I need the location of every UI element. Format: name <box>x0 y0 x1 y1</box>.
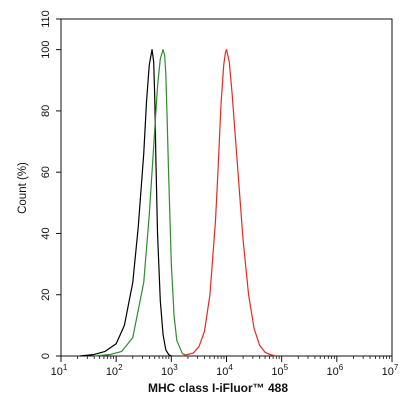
y-axis-title: Count (%) <box>17 162 29 214</box>
x-tick-base: 10 <box>271 366 283 378</box>
y-tick-label: 60 <box>40 166 52 178</box>
x-tick-base: 10 <box>106 366 118 378</box>
x-tick-base: 10 <box>161 366 173 378</box>
x-tick-exponent: 1 <box>63 363 68 372</box>
x-tick-exponent: 5 <box>284 363 289 372</box>
plot-frame <box>60 18 393 357</box>
x-tick-exponent: 2 <box>118 363 123 372</box>
y-tick-label: 40 <box>40 227 52 239</box>
y-tick-label: 100 <box>40 40 52 58</box>
x-tick-label: 105 <box>271 363 288 378</box>
x-tick-label: 107 <box>382 363 399 378</box>
x-tick-label: 106 <box>326 363 343 378</box>
x-tick-base: 10 <box>326 366 338 378</box>
x-tick-base: 10 <box>216 366 228 378</box>
x-tick-base: 10 <box>382 366 394 378</box>
series-line-3 <box>182 49 277 357</box>
series-line-1 <box>79 49 172 357</box>
x-tick-label: 102 <box>106 363 123 378</box>
x-axis-title: MHC class I-iFluor™ 488 <box>148 381 288 395</box>
y-tick-label: 20 <box>40 289 52 301</box>
x-tick-label: 104 <box>216 363 233 378</box>
x-tick-exponent: 4 <box>228 363 233 372</box>
y-tick-label: 80 <box>40 105 52 117</box>
x-axis-ticks: 101 102 103 104 105 106 107 <box>51 356 399 378</box>
y-tick-label: 110 <box>40 10 52 28</box>
x-tick-base: 10 <box>51 366 63 378</box>
x-tick-exponent: 7 <box>394 363 399 372</box>
x-tick-exponent: 3 <box>173 363 178 372</box>
x-tick-label: 103 <box>161 363 178 378</box>
series-line-2 <box>94 49 189 357</box>
x-tick-exponent: 6 <box>339 363 344 372</box>
series-layer <box>79 49 277 357</box>
x-tick-label: 101 <box>51 363 68 378</box>
y-tick-label: 0 <box>40 353 52 359</box>
y-axis-ticks: 0 20 40 60 80 100 110 <box>40 10 61 359</box>
